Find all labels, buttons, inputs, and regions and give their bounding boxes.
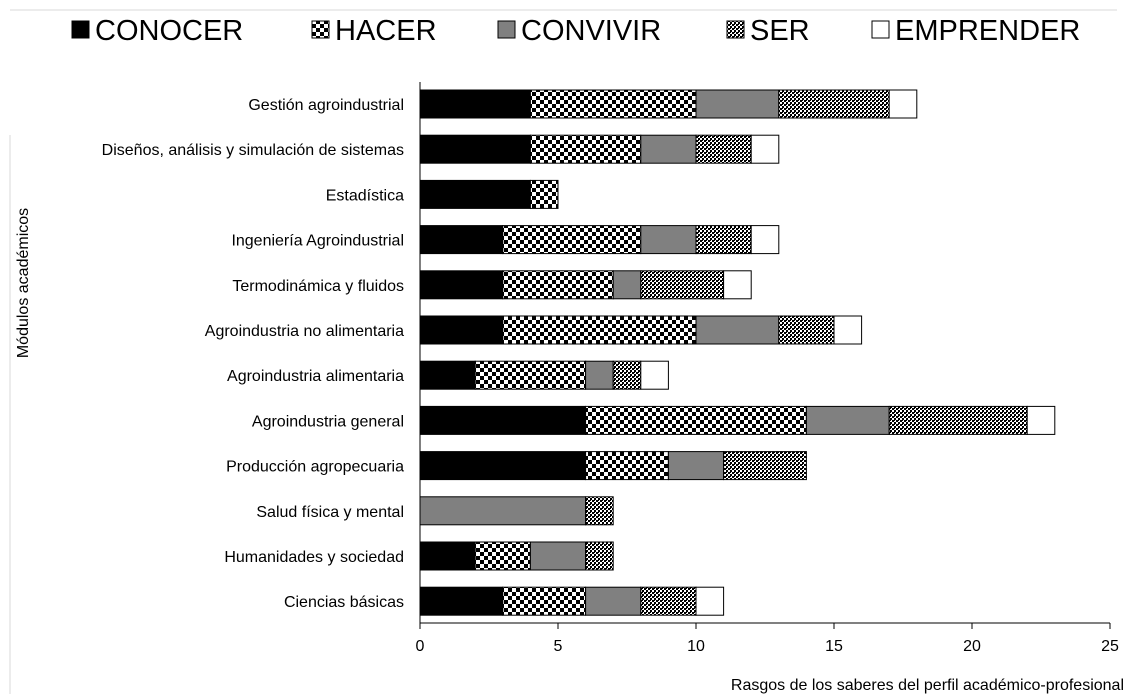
bar-convivir-humanidades-y-sociedad xyxy=(529,541,587,571)
x-axis-title: Rasgos de los saberes del perfil académi… xyxy=(731,677,1124,694)
legend-label-hacer: HACER xyxy=(335,15,437,47)
bar-convivir-ciencias-basicas xyxy=(585,586,642,616)
legend: CONOCER HACER CONVIVIR SER EMPRENDER xyxy=(71,15,1080,47)
bar-hacer-disenos-analisis-y-simulacion-de-sistemas xyxy=(529,134,642,164)
bar-hacer-estadistica xyxy=(529,179,559,209)
y-axis-title: Módulos académicos xyxy=(15,208,32,358)
bar-hacer-termodinamica-y-fluidos xyxy=(502,270,614,300)
bar-ser-gestion-agroindustrial xyxy=(778,89,890,119)
legend-swatch-hacer xyxy=(311,20,330,39)
bar-ser-agroindustria-general xyxy=(888,405,1028,435)
bar-hacer-ciencias-basicas xyxy=(502,586,587,616)
bar-conocer-gestion-agroindustrial xyxy=(419,89,531,119)
bar-convivir-produccion-agropecuaria xyxy=(667,451,725,481)
category-label: Ciencias básicas xyxy=(284,594,404,611)
bar-emprender-agroindustria-alimentaria xyxy=(640,360,669,390)
bar-hacer-gestion-agroindustrial xyxy=(529,89,697,119)
bar-conocer-produccion-agropecuaria xyxy=(419,451,587,481)
category-label: Agroindustria no alimentaria xyxy=(205,323,404,340)
bar-emprender-gestion-agroindustrial xyxy=(888,89,918,119)
category-label: Salud física y mental xyxy=(256,504,404,521)
category-labels: Gestión agroindustrial Diseños, análisis … xyxy=(102,97,404,611)
legend-label-emprender: EMPRENDER xyxy=(895,15,1080,47)
bar-conocer-agroindustria-general xyxy=(419,405,587,435)
x-tick-label: 25 xyxy=(1101,638,1119,655)
category-label: Producción agropecuaria xyxy=(226,459,404,476)
bar-convivir-termodinamica-y-fluidos xyxy=(612,270,642,300)
bar-ser-ciencias-basicas xyxy=(640,586,697,616)
bar-ser-produccion-agropecuaria xyxy=(723,451,807,481)
bar-conocer-ciencias-basicas xyxy=(419,586,504,616)
bar-emprender-disenos-analisis-y-simulacion-de-sistemas xyxy=(750,134,780,164)
bar-conocer-ingenieria-agroindustrial xyxy=(419,225,504,255)
legend-swatch-convivir xyxy=(497,20,516,39)
bar-emprender-agroindustria-general xyxy=(1026,405,1056,435)
category-label: Termodinámica y fluidos xyxy=(232,278,404,295)
bar-ser-termodinamica-y-fluidos xyxy=(640,270,725,300)
x-tick-label: 10 xyxy=(687,638,705,655)
category-label: Ingeniería Agroindustrial xyxy=(231,233,404,250)
bar-hacer-agroindustria-no-alimentaria xyxy=(502,315,697,345)
bar-hacer-humanidades-y-sociedad xyxy=(474,541,531,571)
bar-conocer-disenos-analisis-y-simulacion-de-sistemas xyxy=(419,134,531,164)
bar-ser-humanidades-y-sociedad xyxy=(585,541,614,571)
bar-convivir-agroindustria-alimentaria xyxy=(585,360,614,390)
category-label: Gestión agroindustrial xyxy=(248,97,404,114)
legend-swatch-ser xyxy=(726,20,745,39)
category-label: Diseños, análisis y simulación de sistem… xyxy=(102,142,404,159)
bar-hacer-ingenieria-agroindustrial xyxy=(502,225,642,255)
bar-emprender-agroindustria-no-alimentaria xyxy=(833,315,863,345)
bar-emprender-ciencias-basicas xyxy=(695,586,725,616)
x-tick-label: 0 xyxy=(416,638,425,655)
bar-convivir-disenos-analisis-y-simulacion-de-sistemas xyxy=(640,134,697,164)
bar-convivir-salud-fisica-y-mental xyxy=(419,496,587,526)
category-label: Agroindustria alimentaria xyxy=(227,368,404,385)
legend-swatch-conocer xyxy=(71,20,90,39)
bar-hacer-agroindustria-alimentaria xyxy=(474,360,587,390)
legend-label-ser: SER xyxy=(750,15,810,47)
bar-conocer-termodinamica-y-fluidos xyxy=(419,270,504,300)
legend-label-conocer: CONOCER xyxy=(95,15,243,47)
bar-hacer-produccion-agropecuaria xyxy=(585,451,669,481)
bar-ser-disenos-analisis-y-simulacion-de-sistemas xyxy=(695,134,752,164)
bar-ser-ingenieria-agroindustrial xyxy=(695,225,752,255)
bar-conocer-humanidades-y-sociedad xyxy=(419,541,476,571)
bar-hacer-agroindustria-general xyxy=(585,405,807,435)
category-label: Estadística xyxy=(326,187,404,204)
bar-convivir-ingenieria-agroindustrial xyxy=(640,225,697,255)
bar-convivir-agroindustria-no-alimentaria xyxy=(695,315,780,345)
x-tick-label: 15 xyxy=(825,638,843,655)
legend-label-convivir: CONVIVIR xyxy=(521,15,661,47)
bar-convivir-agroindustria-general xyxy=(805,405,890,435)
category-label: Humanidades y sociedad xyxy=(224,549,404,566)
x-axis: 0 5 10 15 20 25 xyxy=(416,82,1119,655)
bar-ser-salud-fisica-y-mental xyxy=(585,496,614,526)
x-tick-label: 20 xyxy=(963,638,981,655)
bar-ser-agroindustria-alimentaria xyxy=(612,360,642,390)
bar-conocer-estadistica xyxy=(419,179,531,209)
bar-emprender-termodinamica-y-fluidos xyxy=(723,270,752,300)
bar-convivir-gestion-agroindustrial xyxy=(695,89,780,119)
bars-group xyxy=(419,89,1056,616)
x-tick-label: 5 xyxy=(554,638,563,655)
category-label: Agroindustria general xyxy=(252,413,404,430)
bar-ser-agroindustria-no-alimentaria xyxy=(778,315,835,345)
legend-swatch-emprender xyxy=(871,20,890,39)
bar-conocer-agroindustria-alimentaria xyxy=(419,360,476,390)
bar-emprender-ingenieria-agroindustrial xyxy=(750,225,780,255)
bar-conocer-agroindustria-no-alimentaria xyxy=(419,315,504,345)
